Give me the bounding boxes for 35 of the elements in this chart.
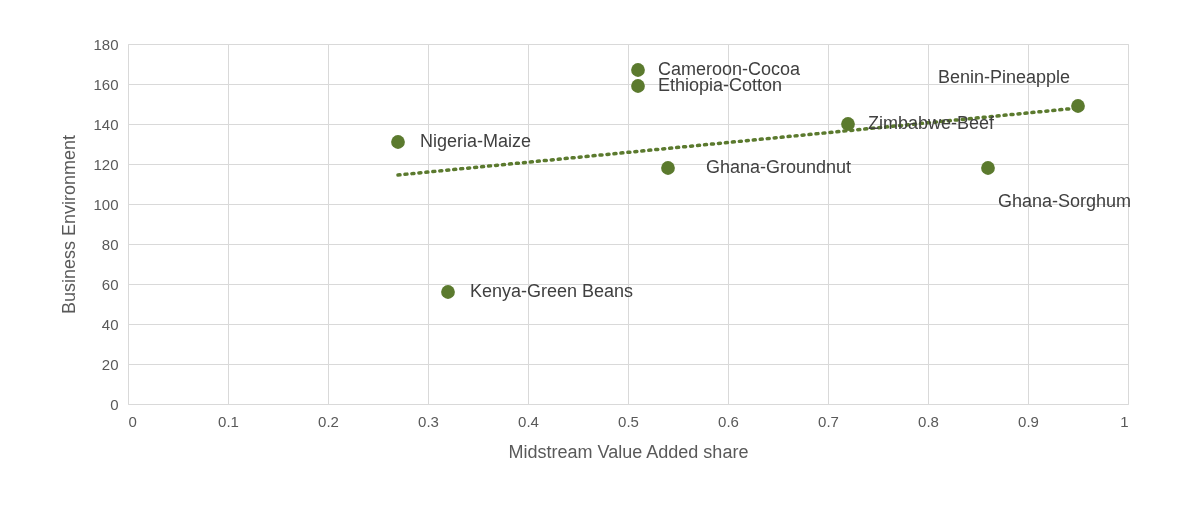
x-tick-label: 0 bbox=[128, 412, 137, 430]
y-tick-label: 40 bbox=[101, 315, 119, 333]
y-tick-label: 160 bbox=[93, 75, 119, 93]
point bbox=[391, 135, 405, 149]
annotation: Benin-Pineapple bbox=[937, 67, 1070, 87]
y-tick-label: 120 bbox=[93, 155, 119, 173]
x-tick-label: 0.6 bbox=[718, 412, 739, 430]
x-tick-label: 0.3 bbox=[418, 412, 439, 430]
x-tick-label: 0.8 bbox=[918, 412, 939, 430]
y-tick-label: 0 bbox=[110, 395, 119, 413]
x-tick-label: 1 bbox=[1120, 412, 1129, 430]
x-axis-title: Midstream Value Added share bbox=[508, 441, 749, 462]
point bbox=[441, 285, 455, 299]
x-tick-label: 0.2 bbox=[318, 412, 339, 430]
y-tick-label: 100 bbox=[93, 195, 119, 213]
y-tick-label: 20 bbox=[101, 355, 119, 373]
y-tick-label: 60 bbox=[101, 275, 119, 293]
annotation: Ghana-Groundnut bbox=[706, 157, 852, 177]
y-tick-label: 140 bbox=[93, 115, 119, 133]
point bbox=[661, 161, 675, 175]
x-tick-label: 0.7 bbox=[818, 412, 839, 430]
x-tick-label: 0.9 bbox=[1018, 412, 1039, 430]
point bbox=[981, 161, 995, 175]
x-tick-label: 0.4 bbox=[518, 412, 539, 430]
annotation: Nigeria-Maize bbox=[420, 131, 532, 151]
y-tick-label: 180 bbox=[93, 35, 119, 53]
y-axis-title: Business Environment bbox=[59, 134, 80, 315]
point bbox=[631, 63, 645, 77]
point bbox=[841, 117, 855, 131]
x-tick-label: 0.1 bbox=[218, 412, 239, 430]
annotation: Ghana-Sorghum bbox=[998, 191, 1132, 211]
y-tick-label: 80 bbox=[101, 235, 119, 253]
point bbox=[631, 79, 645, 93]
x-tick-label: 0.5 bbox=[618, 412, 639, 430]
annotation: Kenya-Green Beans bbox=[470, 281, 634, 301]
